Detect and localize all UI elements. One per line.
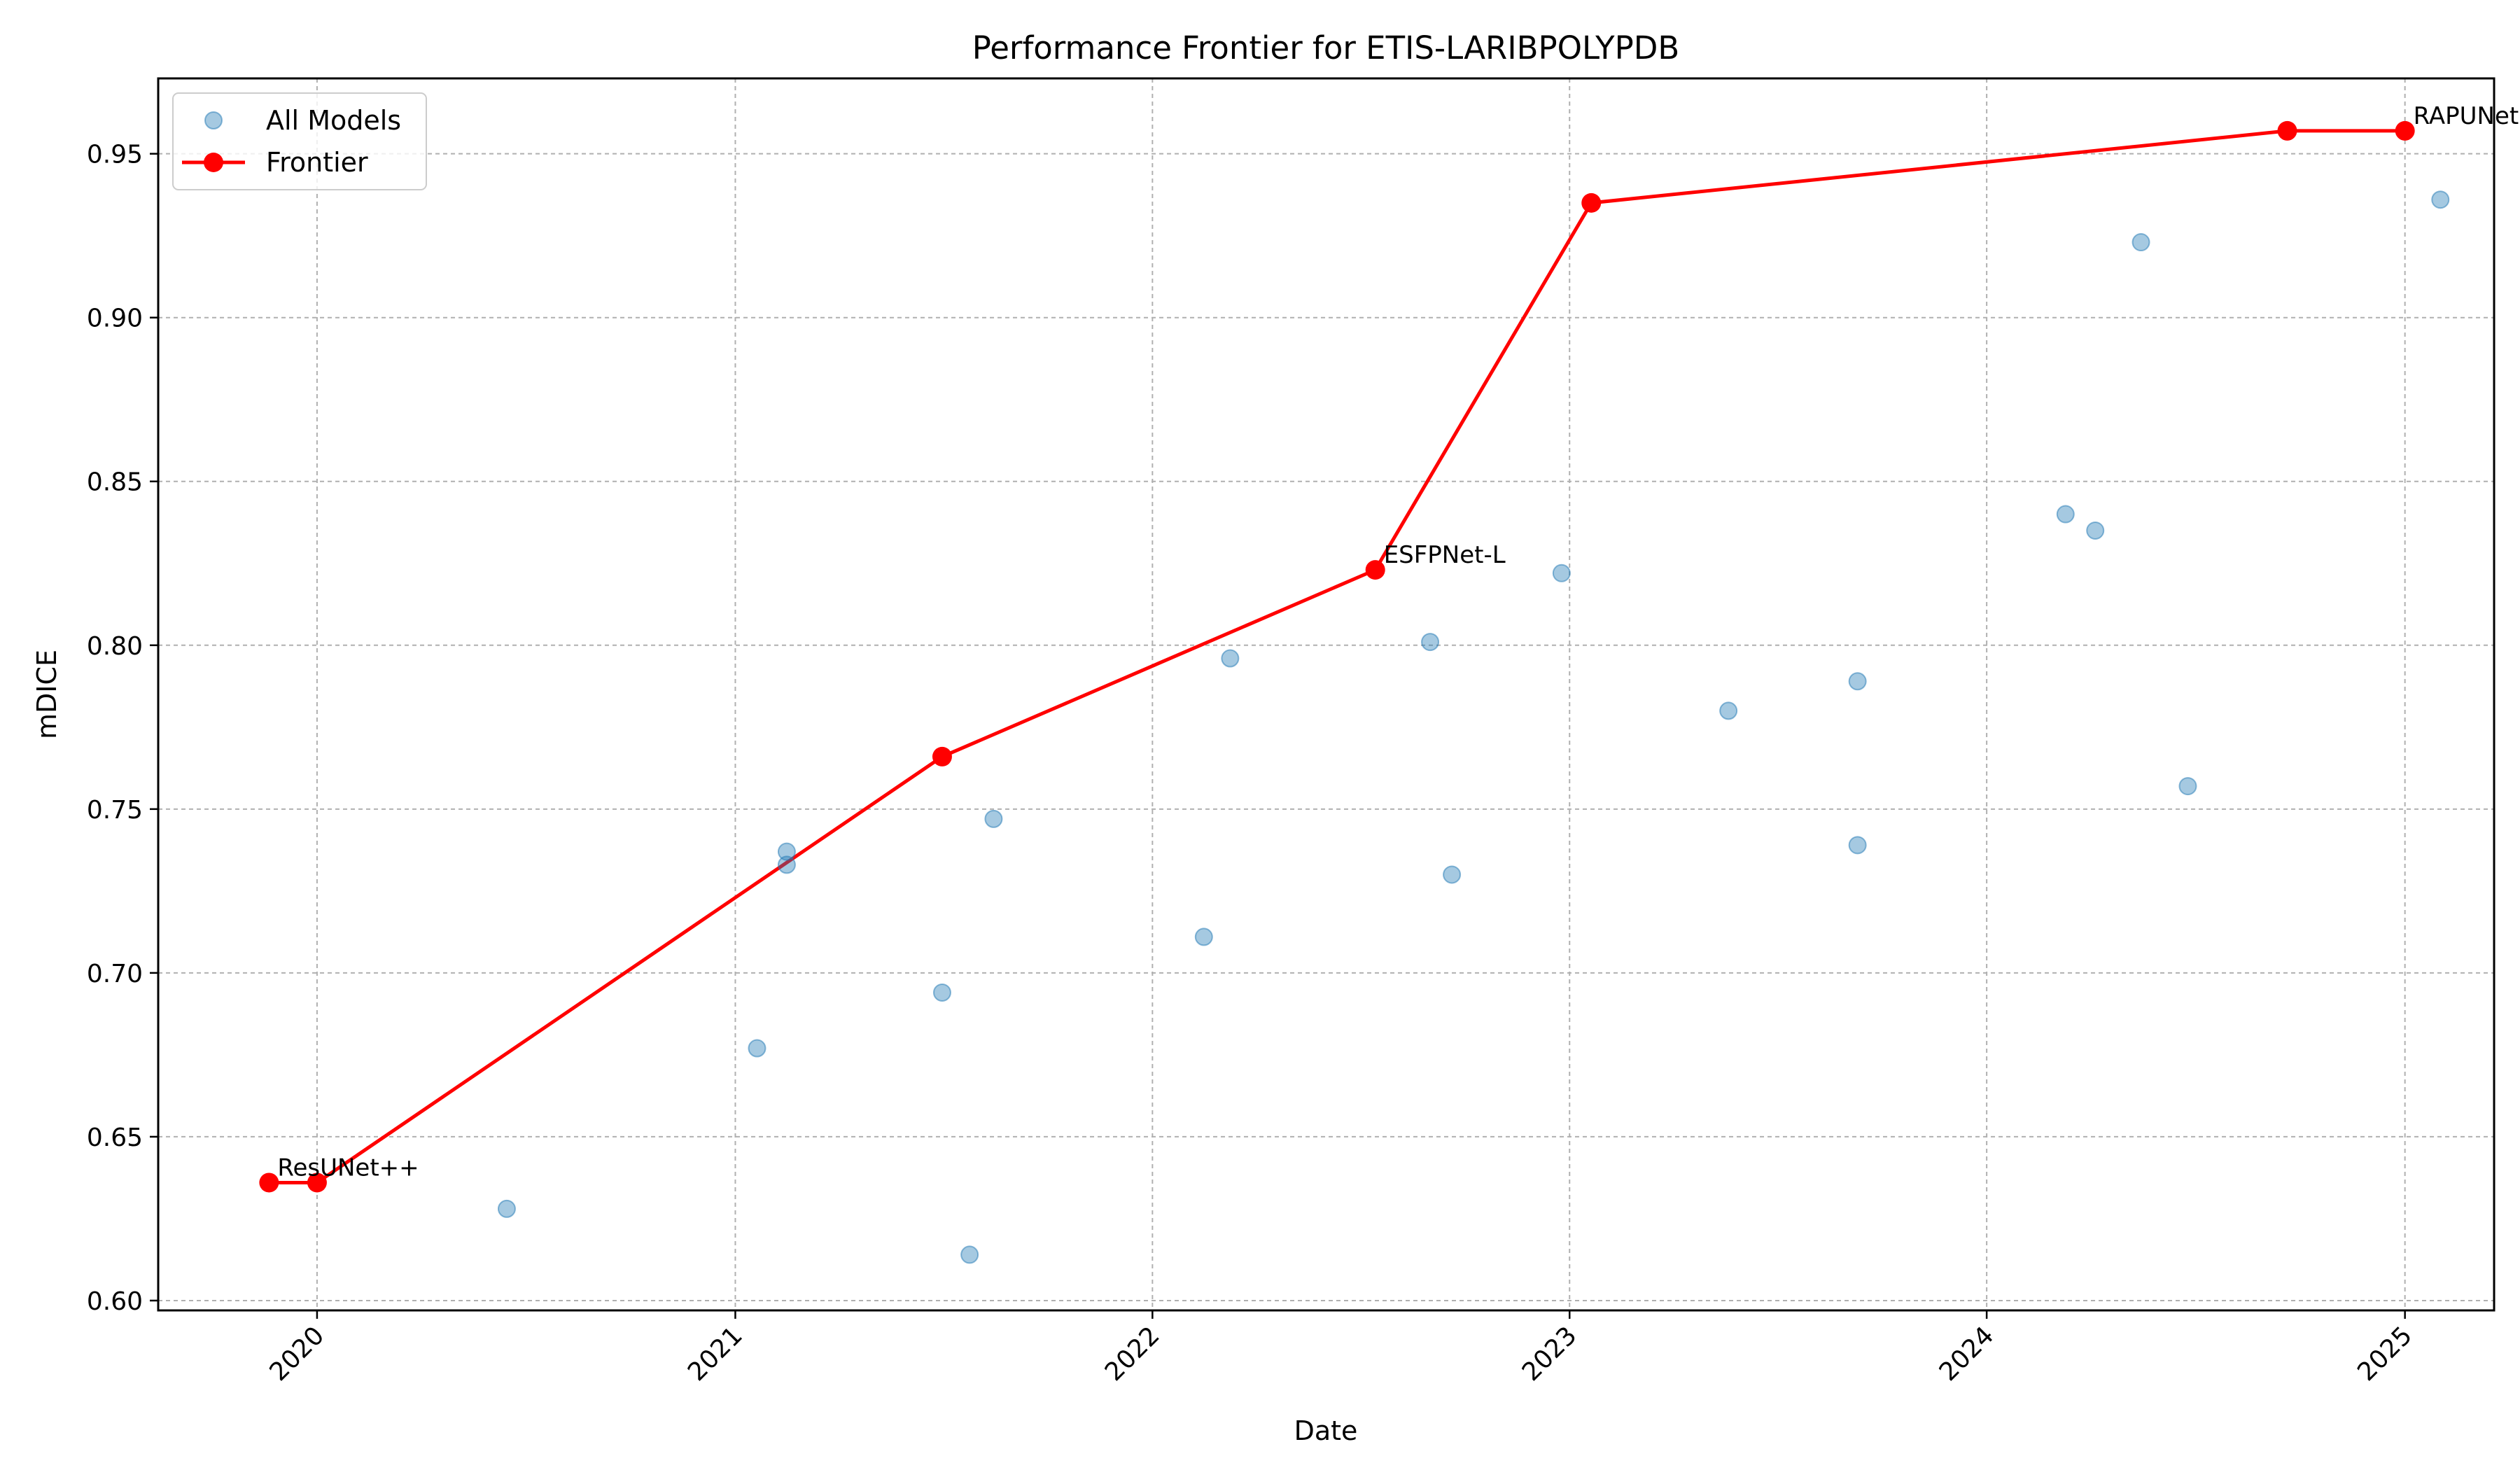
model-point	[1848, 836, 1867, 855]
plot-frame	[157, 77, 2496, 1312]
model-point	[748, 1039, 766, 1058]
model-point	[984, 809, 1003, 828]
y-tick-label: 0.80	[87, 632, 143, 661]
model-point	[2132, 233, 2150, 252]
y-tick-label: 0.95	[87, 141, 143, 169]
model-point	[960, 1245, 979, 1264]
y-tick-label: 0.75	[87, 796, 143, 825]
frontier-point	[1365, 560, 1385, 580]
frontier-point	[2277, 120, 2297, 141]
model-point	[1552, 564, 1571, 582]
model-point	[2086, 521, 2105, 540]
annotation-layer: ResUNet++ ESFPNet-L RAPUNet	[277, 102, 2519, 1182]
y-tick-label: 0.90	[87, 304, 143, 333]
model-point	[1221, 649, 1240, 668]
grid-layer	[158, 78, 2494, 1310]
frontier-point	[307, 1172, 327, 1193]
chart-title: Performance Frontier for ETIS-LARIBPOLYP…	[972, 29, 1680, 66]
model-point	[2178, 777, 2197, 796]
frontier-point	[932, 746, 952, 766]
frontier-marker-layer	[259, 120, 2415, 1193]
y-axis-label: mDICE	[31, 650, 62, 739]
model-point	[2056, 505, 2075, 524]
y-tick-label: 0.60	[87, 1287, 143, 1316]
model-point	[777, 855, 796, 874]
model-point	[1194, 927, 1213, 946]
legend-all-models-marker	[204, 111, 223, 130]
annotation-label: ESFPNet-L	[1384, 541, 1506, 569]
legend-box	[172, 92, 427, 190]
legend-frontier-label: Frontier	[266, 147, 368, 178]
x-axis-label: Date	[1294, 1415, 1358, 1446]
y-axis-ticks: 0.60 0.65 0.70 0.75 0.80 0.85 0.90 0.95	[87, 141, 158, 1316]
y-tick-label: 0.85	[87, 468, 143, 497]
frontier-point	[1581, 192, 1602, 213]
model-point	[1443, 865, 1462, 884]
model-point	[2431, 190, 2450, 209]
annotation-label: ResUNet++	[277, 1154, 419, 1182]
model-point	[1848, 672, 1867, 691]
legend: All Models Frontier	[172, 92, 427, 190]
legend-frontier-marker	[204, 153, 223, 172]
y-tick-label: 0.70	[87, 960, 143, 988]
model-point	[497, 1199, 516, 1218]
model-point	[1421, 633, 1440, 652]
model-point	[1719, 701, 1738, 720]
frontier-point	[259, 1172, 279, 1193]
frontier-point	[2395, 120, 2415, 141]
legend-all-models-label: All Models	[266, 105, 401, 136]
model-point	[777, 842, 796, 861]
model-point	[932, 983, 951, 1002]
y-tick-label: 0.65	[87, 1124, 143, 1152]
annotation-label: RAPUNet	[2414, 102, 2519, 130]
